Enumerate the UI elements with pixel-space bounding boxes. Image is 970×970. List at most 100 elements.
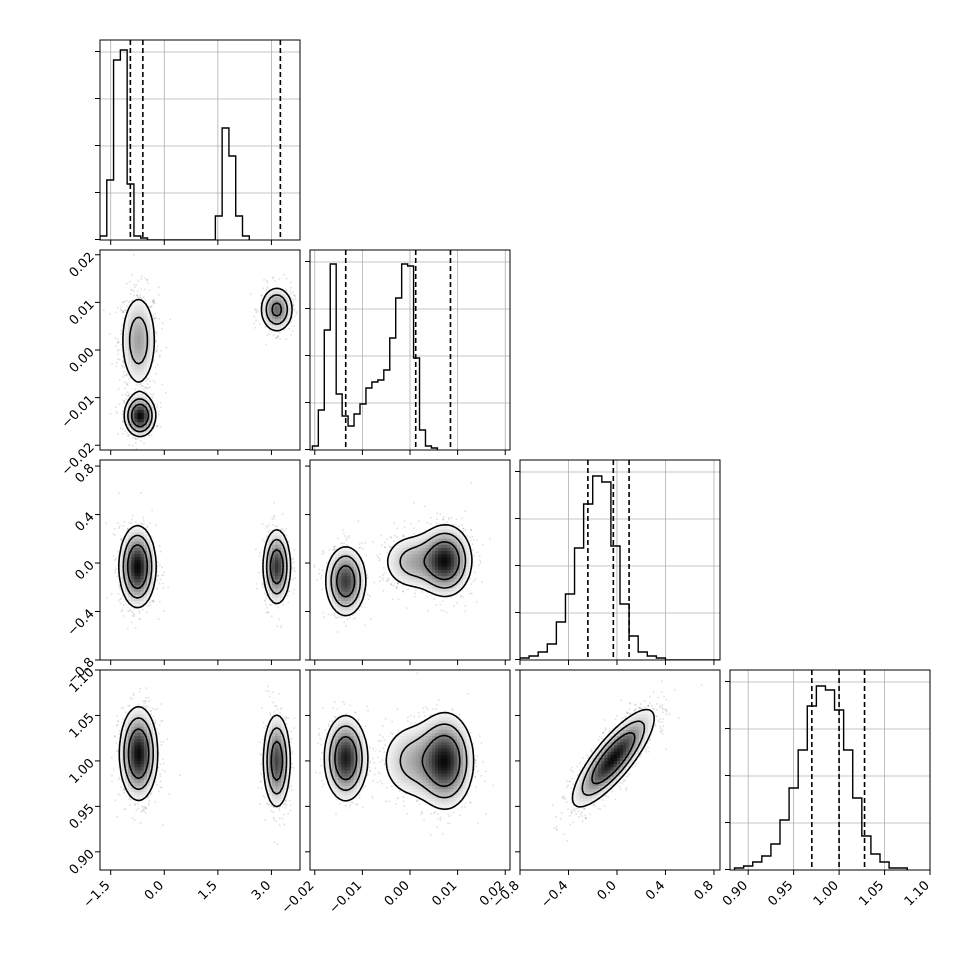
sample-point: [285, 528, 288, 530]
sample-point: [277, 335, 280, 337]
sample-point: [273, 514, 276, 517]
density-cell: [146, 365, 151, 370]
sample-point: [289, 292, 292, 295]
density-cell: [140, 569, 145, 573]
sample-point: [162, 758, 165, 761]
density-cell: [146, 396, 151, 401]
density-cell: [134, 425, 138, 429]
density-cell: [271, 594, 276, 598]
sample-point: [135, 384, 138, 386]
sample-point: [292, 767, 295, 769]
sample-point: [156, 734, 159, 737]
sample-point: [144, 807, 147, 809]
sample-point: [116, 724, 118, 727]
density-cell: [125, 541, 129, 545]
sample-point: [291, 557, 293, 560]
density-cell: [265, 581, 270, 586]
sample-point: [289, 290, 291, 292]
density-cell: [275, 575, 279, 580]
density-cell: [121, 588, 126, 592]
sample-point: [125, 432, 128, 434]
density-cell: [287, 315, 292, 320]
sample-point: [122, 360, 124, 362]
density-cell: [128, 400, 132, 404]
sample-point: [262, 721, 265, 724]
density-cell: [134, 575, 138, 580]
density-cell: [131, 547, 135, 552]
density-cell: [134, 556, 138, 561]
sample-point: [117, 341, 120, 344]
sample-point: [255, 311, 258, 314]
density-cell: [131, 359, 135, 363]
density-cell: [118, 563, 123, 567]
density-cell: [275, 544, 279, 548]
sample-point: [254, 326, 256, 329]
density-cell: [140, 371, 145, 376]
sample-point: [123, 401, 125, 404]
density-cell: [140, 581, 145, 586]
sample-point: [144, 700, 147, 703]
density-cell: [137, 547, 142, 552]
sample-point: [148, 380, 151, 382]
density-cell: [134, 359, 138, 363]
density-cell: [278, 594, 282, 598]
sample-point: [120, 779, 123, 782]
density-cell: [134, 550, 138, 555]
density-cell: [134, 356, 138, 360]
density-cell: [125, 331, 129, 335]
density-cell: [143, 535, 148, 539]
x-tick-label: 0.90: [720, 878, 751, 909]
sample-point: [115, 345, 118, 347]
sample-point: [265, 539, 268, 541]
density-cell: [271, 553, 276, 558]
density-cell: [134, 337, 138, 342]
density-cell: [143, 412, 148, 417]
density-cell: [278, 544, 282, 548]
density-cell: [146, 321, 151, 326]
sample-point: [152, 707, 154, 710]
density-cell: [268, 591, 273, 595]
density-cell: [268, 535, 273, 539]
sample-point: [254, 548, 257, 551]
sample-point: [145, 687, 148, 689]
density-cell: [128, 359, 132, 363]
sample-point: [152, 422, 155, 424]
sample-point: [150, 792, 153, 794]
sample-point: [156, 424, 158, 427]
sample-point: [130, 292, 132, 295]
density-cell: [121, 578, 126, 583]
sample-point: [114, 534, 116, 536]
sample-point: [270, 533, 273, 536]
sample-point: [124, 808, 127, 810]
sample-point: [266, 597, 268, 600]
contour-line: [118, 524, 292, 609]
density-cell: [140, 566, 145, 570]
density-cell: [268, 538, 273, 542]
density-cell: [268, 321, 273, 326]
y-tick-label: −0.4: [65, 607, 98, 640]
sample-point: [289, 281, 292, 284]
sample-point: [121, 595, 124, 597]
density-cell: [128, 560, 132, 564]
sample-point: [129, 433, 131, 435]
sample-point: [155, 333, 158, 335]
density-cell: [140, 328, 145, 332]
density-cell: [131, 325, 135, 329]
sample-point: [111, 363, 113, 365]
density-cell: [128, 418, 132, 423]
density-cell: [146, 421, 151, 426]
density-cell: [128, 365, 132, 370]
sample-point: [272, 518, 275, 520]
sample-point: [293, 567, 296, 569]
density-cell: [134, 328, 138, 332]
density-cell: [128, 575, 132, 580]
sample-point: [128, 303, 131, 306]
sample-point: [125, 375, 128, 377]
sample-point: [110, 593, 113, 595]
sample-point: [159, 780, 162, 782]
density-cell: [281, 575, 285, 580]
sample-point: [117, 551, 119, 553]
y-tick-label: −0.01: [59, 393, 98, 432]
sample-point: [144, 700, 147, 702]
density-cell: [150, 550, 154, 555]
